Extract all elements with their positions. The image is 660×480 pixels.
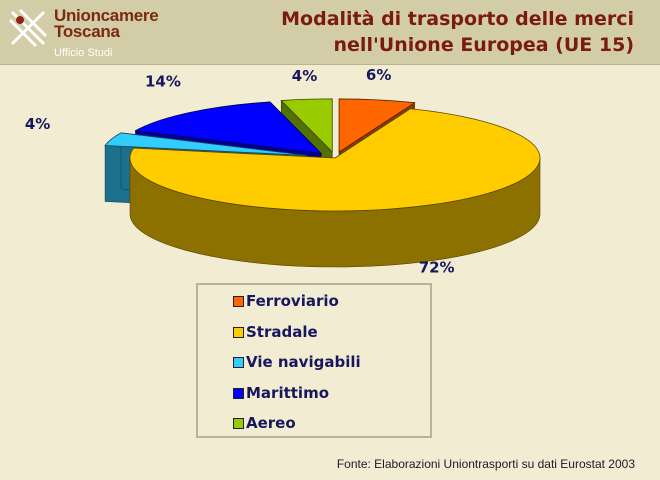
legend-item-stradale: Stradale: [233, 322, 318, 342]
legend-swatch: [233, 296, 244, 307]
header-bar: Unioncamere Toscana Ufficio Studi Modali…: [0, 0, 660, 65]
data-label-aereo: 4%: [292, 67, 317, 85]
data-label-ferroviario: 6%: [366, 66, 391, 84]
legend-label: Marittimo: [246, 384, 330, 402]
pie-slice-stradale: [129, 108, 541, 268]
slice-top: [134, 101, 323, 154]
logo: Unioncamere Toscana Ufficio Studi: [4, 4, 159, 62]
logo-name: Unioncamere Toscana: [54, 6, 159, 41]
title-line2: nell'Unione Europea (UE 15): [333, 34, 634, 56]
legend-label: Stradale: [246, 323, 318, 341]
data-label-vie-navigabili: 4%: [25, 115, 50, 133]
slice-top: [280, 98, 333, 153]
page-title: Modalità di trasporto delle merci nell'U…: [214, 6, 634, 58]
logo-line2: Toscana: [54, 22, 120, 41]
slice-top: [338, 98, 416, 153]
unioncamere-logo-icon: [8, 8, 48, 48]
slice-top: [104, 132, 307, 156]
logo-subtitle: Ufficio Studi: [54, 47, 113, 59]
slice-top: [129, 108, 541, 212]
chart-legend: Ferroviario Stradale Vie navigabili Mari…: [196, 283, 432, 438]
legend-item-marittimo: Marittimo: [233, 383, 330, 403]
legend-label: Ferroviario: [246, 292, 339, 310]
legend-item-ferroviario: Ferroviario: [233, 291, 339, 311]
legend-swatch: [233, 357, 244, 368]
title-line1: Modalità di trasporto delle merci: [281, 8, 634, 30]
legend-swatch: [233, 388, 244, 399]
legend-swatch: [233, 327, 244, 338]
data-label-stradale: 72%: [419, 259, 455, 277]
legend-label: Aereo: [246, 414, 296, 432]
logo-line1: Unioncamere: [54, 6, 159, 25]
legend-item-vie-navigabili: Vie navigabili: [233, 352, 361, 372]
legend-swatch: [233, 418, 244, 429]
legend-label: Vie navigabili: [246, 353, 361, 371]
legend-item-aereo: Aereo: [233, 413, 296, 433]
source-note: Fonte: Elaborazioni Uniontrasporti su da…: [336, 457, 635, 471]
data-label-marittimo: 14%: [145, 72, 181, 90]
